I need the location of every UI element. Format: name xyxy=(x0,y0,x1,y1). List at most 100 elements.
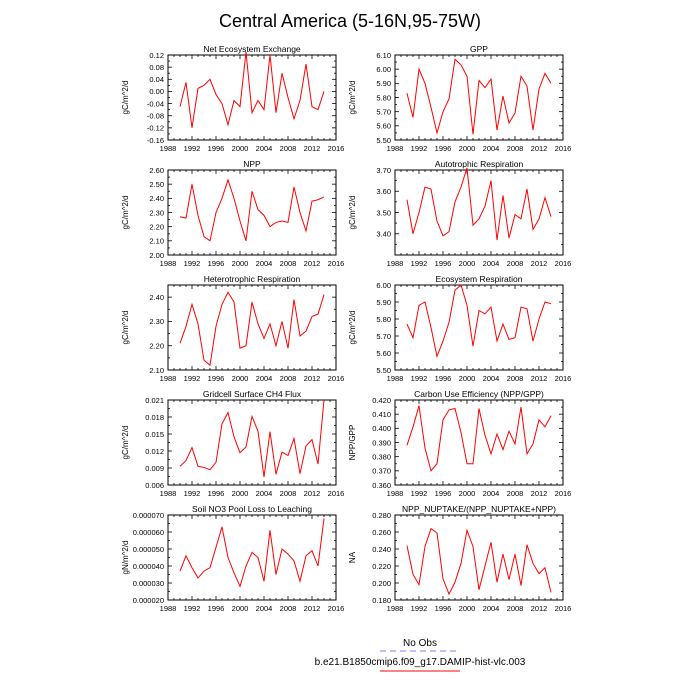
chart-panel-8: Soil NO3 Pool Loss to Leaching gN/m^2/d 19… xyxy=(121,504,344,613)
y-tick-label: 3.60 xyxy=(376,187,391,196)
y-tick-label: 2.20 xyxy=(149,222,164,231)
x-tick-label: 2012 xyxy=(531,604,548,613)
x-tick-label: 2000 xyxy=(232,604,249,613)
y-tick-label: 0.400 xyxy=(372,424,391,433)
y-tick-label: 0.000050 xyxy=(133,545,164,554)
x-tick-label: 2008 xyxy=(280,144,297,153)
x-tick-label: 2008 xyxy=(280,374,297,383)
plot-frame xyxy=(167,284,337,371)
x-tick-label: 2000 xyxy=(459,374,476,383)
series-line xyxy=(179,291,325,367)
y-tick-label: 0.370 xyxy=(372,467,391,476)
y-tick-label: 0.009 xyxy=(145,464,164,473)
x-tick-label: 2004 xyxy=(256,604,273,613)
y-tick-label: 5.60 xyxy=(376,349,391,358)
x-tick-label: 1996 xyxy=(208,144,225,153)
y-tick-label: 2.20 xyxy=(149,342,164,351)
y-tick-label: 5.60 xyxy=(376,122,391,131)
legend-label-no-obs: No Obs xyxy=(403,638,437,649)
y-tick-label: 0.015 xyxy=(145,430,164,439)
y-tick-label: 2.50 xyxy=(149,180,164,189)
y-tick-label: 2.10 xyxy=(149,366,164,375)
panel-title: Autotrophic Respiration xyxy=(435,159,524,169)
y-tick-label: 0.018 xyxy=(145,413,164,422)
chart-panel-0: Net Ecosystem Exchange gC/m^2/d 1988 1992 19… xyxy=(121,44,344,153)
x-tick-label: 1996 xyxy=(208,489,225,498)
series-line xyxy=(179,518,325,588)
y-tick-label: 0.420 xyxy=(372,396,391,405)
x-tick-label: 1996 xyxy=(208,374,225,383)
y-tick-label: -0.12 xyxy=(147,124,164,133)
y-tick-label: 0.410 xyxy=(372,410,391,419)
x-tick-label: 2004 xyxy=(483,489,500,498)
x-tick-label: 2008 xyxy=(507,144,524,153)
y-tick-label: 0.200 xyxy=(372,579,391,588)
y-axis-label: NPP/GPP xyxy=(348,425,357,461)
y-tick-label: 2.40 xyxy=(149,293,164,302)
panel-title: Heterotrophic Respiration xyxy=(204,274,301,284)
x-tick-label: 1992 xyxy=(184,489,201,498)
chart-panel-5: Ecosystem Respiration gC/m^2/d 1988 1992 199… xyxy=(348,274,571,383)
x-tick-label: 2004 xyxy=(256,489,273,498)
x-tick-label: 1992 xyxy=(411,259,428,268)
y-axis-label: gC/m^2/d xyxy=(121,81,130,115)
x-tick-label: 1992 xyxy=(411,489,428,498)
x-tick-label: 1992 xyxy=(184,259,201,268)
y-tick-label: 5.50 xyxy=(376,136,391,145)
y-tick-label: 0.180 xyxy=(372,596,391,605)
x-tick-label: 1988 xyxy=(387,374,404,383)
x-tick-label: 1992 xyxy=(411,374,428,383)
y-axis-label: gC/m^2/d xyxy=(348,311,357,345)
x-tick-label: 1988 xyxy=(160,259,177,268)
x-tick-label: 1996 xyxy=(435,144,452,153)
panel-title: Soil NO3 Pool Loss to Leaching xyxy=(192,504,312,514)
x-tick-label: 2004 xyxy=(483,604,500,613)
panel-title: Net Ecosystem Exchange xyxy=(203,44,301,54)
y-tick-label: 5.70 xyxy=(376,332,391,341)
figure-title: Central America (5-16N,95-75W) xyxy=(219,11,481,31)
chart-panel-7: Carbon Use Efficiency (NPP/GPP) NPP/GPP 19… xyxy=(348,389,571,498)
y-tick-label: 5.80 xyxy=(376,93,391,102)
y-tick-label: 0.360 xyxy=(372,481,391,490)
x-tick-label: 2016 xyxy=(555,259,572,268)
panel-title: Gridcell Surface CH4 Flux xyxy=(203,389,302,399)
y-tick-label: 0.000060 xyxy=(133,528,164,537)
x-tick-label: 2016 xyxy=(555,604,572,613)
series-line xyxy=(406,167,552,241)
y-tick-label: 3.50 xyxy=(376,208,391,217)
y-axis-label: gC/m^2/d xyxy=(121,196,130,230)
x-tick-label: 1992 xyxy=(184,604,201,613)
x-tick-label: 2012 xyxy=(531,259,548,268)
x-tick-label: 1992 xyxy=(184,374,201,383)
x-tick-label: 2016 xyxy=(328,374,345,383)
x-tick-label: 2004 xyxy=(483,259,500,268)
y-tick-label: 3.70 xyxy=(376,166,391,175)
series-line xyxy=(406,527,552,596)
x-tick-label: 1996 xyxy=(208,604,225,613)
x-tick-label: 2008 xyxy=(280,259,297,268)
y-tick-label: 0.00 xyxy=(149,87,164,96)
y-tick-label: -0.04 xyxy=(147,99,164,108)
chart-panel-1: GPP gC/m^2/d 1988 1992 1996 2000 2004 2008 2012 2… xyxy=(348,44,571,153)
y-tick-label: 5.70 xyxy=(376,107,391,116)
y-tick-label: 5.90 xyxy=(376,298,391,307)
y-tick-label: 0.280 xyxy=(372,511,391,520)
x-tick-label: 2012 xyxy=(304,604,321,613)
y-axis-label: gN/m^2/d xyxy=(121,541,130,575)
panel-title: Carbon Use Efficiency (NPP/GPP) xyxy=(414,389,544,399)
y-tick-label: 2.40 xyxy=(149,194,164,203)
x-tick-label: 1988 xyxy=(160,489,177,498)
x-tick-label: 2012 xyxy=(531,144,548,153)
series-line xyxy=(179,51,325,128)
y-tick-label: -0.16 xyxy=(147,136,164,145)
y-tick-label: 3.40 xyxy=(376,230,391,239)
y-tick-label: 2.60 xyxy=(149,166,164,175)
x-tick-label: 2016 xyxy=(328,259,345,268)
x-tick-label: 2016 xyxy=(555,144,572,153)
x-tick-label: 1996 xyxy=(435,489,452,498)
x-tick-label: 2000 xyxy=(459,489,476,498)
x-tick-label: 2004 xyxy=(483,144,500,153)
x-tick-label: 2016 xyxy=(328,604,345,613)
plot-frame xyxy=(167,514,337,601)
x-tick-label: 2000 xyxy=(232,144,249,153)
